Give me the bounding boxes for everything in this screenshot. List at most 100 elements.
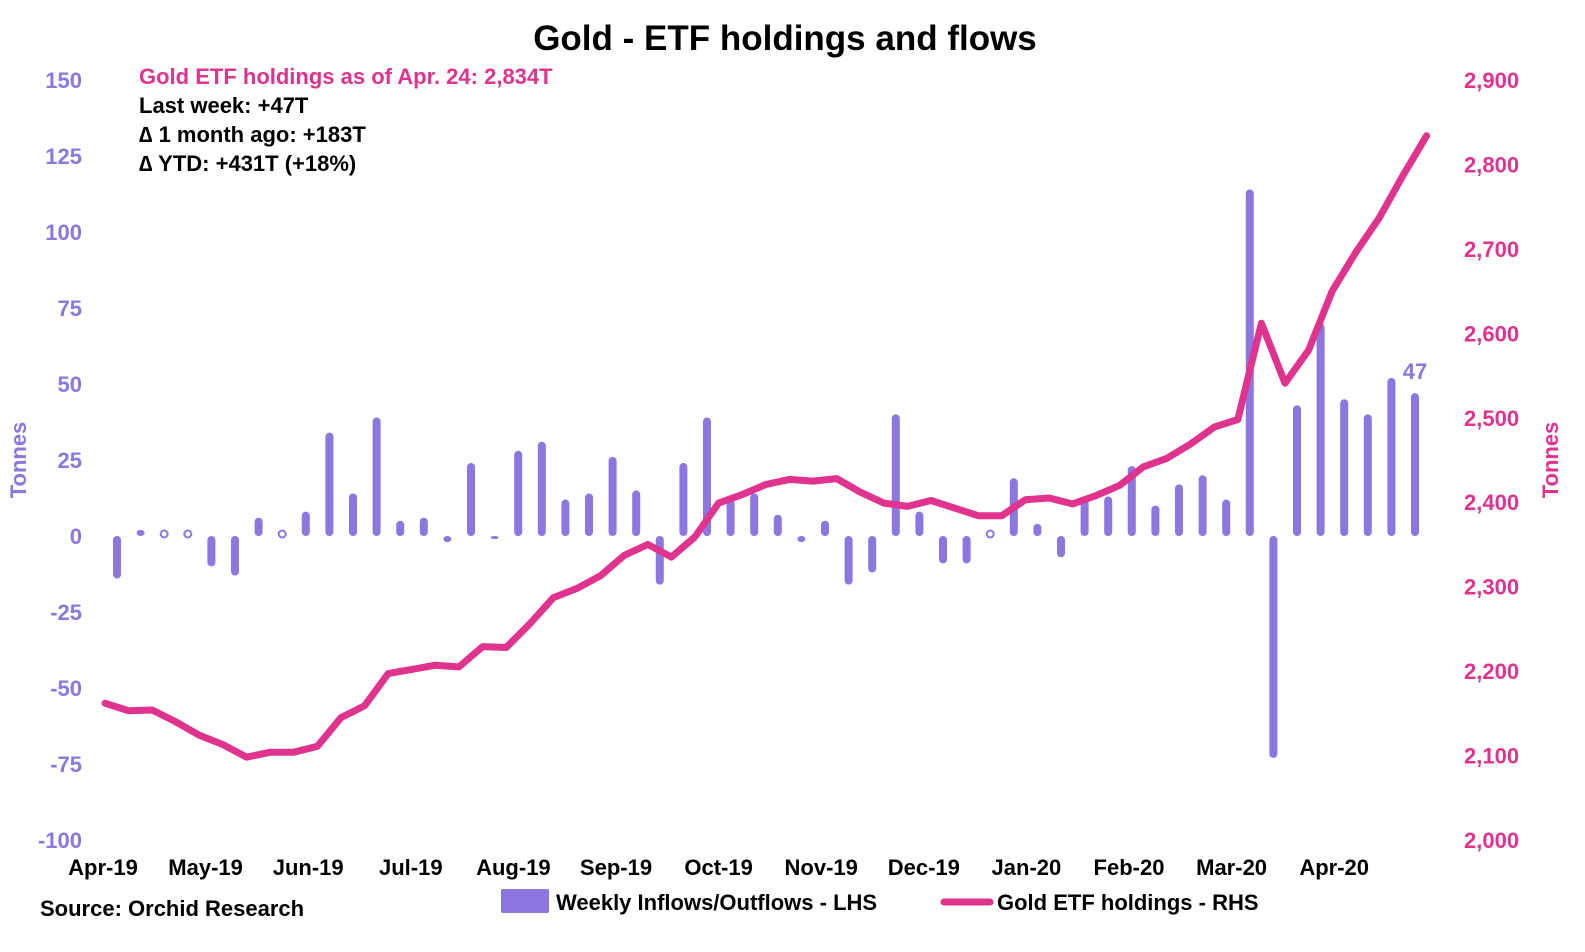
bar <box>1316 323 1325 536</box>
legend: Weekly Inflows/Outflows - LHS Gold ETF h… <box>501 889 1259 915</box>
right-axis-title: Tonnes <box>1538 422 1563 499</box>
right-axis: 2,900 2,800 2,700 2,600 2,500 2,400 2,300 2,200… <box>1464 68 1519 853</box>
source-note: Source: Orchid Research <box>40 896 304 921</box>
legend-swatch-bars <box>501 889 549 913</box>
bar <box>1057 536 1065 558</box>
bar <box>1033 523 1042 536</box>
bar <box>679 463 688 536</box>
left-tick-label: 0 <box>70 524 82 549</box>
chart-title: Gold - ETF holdings and flows <box>533 19 1037 58</box>
bar <box>1175 484 1183 536</box>
right-tick-label: 2,600 <box>1464 321 1519 346</box>
right-tick-label: 2,900 <box>1464 68 1519 93</box>
annotation-1: Last week: +47T <box>139 93 309 118</box>
x-tick-label: Aug-19 <box>476 855 551 880</box>
bar <box>136 529 145 536</box>
bar <box>396 520 405 536</box>
bar <box>443 536 452 543</box>
bar <box>231 536 239 576</box>
left-tick-label: 50 <box>58 372 82 397</box>
bar <box>537 441 546 536</box>
bar <box>1151 505 1160 536</box>
bar <box>585 493 593 536</box>
bar <box>1269 536 1278 758</box>
x-tick-label: Nov-19 <box>785 855 858 880</box>
x-axis: Apr-19 May-19 Jun-19 Jul-19 Aug-19 Sep-19 Oct-… <box>68 855 1369 880</box>
right-tick-label: 2,500 <box>1464 406 1519 431</box>
x-tick-label: Apr-19 <box>68 855 138 880</box>
bar <box>349 493 357 536</box>
bar <box>277 529 287 539</box>
bar <box>372 417 381 536</box>
bar <box>1363 414 1372 536</box>
x-tick-label: Dec-19 <box>888 855 960 880</box>
annotation-0: Gold ETF holdings as of Apr. 24: 2,834T <box>139 64 553 89</box>
bar <box>750 493 759 536</box>
holdings-line <box>101 132 1431 761</box>
legend-label-line: Gold ETF holdings - RHS <box>997 890 1259 915</box>
bar <box>915 511 924 536</box>
x-tick-label: Oct-19 <box>684 855 752 880</box>
left-tick-label: -25 <box>50 600 82 625</box>
left-tick-label: 125 <box>45 144 82 169</box>
bar <box>773 514 782 536</box>
x-tick-label: May-19 <box>168 855 243 880</box>
bar <box>1387 377 1396 536</box>
bar <box>254 517 263 536</box>
bar <box>1198 475 1207 536</box>
bar <box>1222 499 1231 536</box>
bar <box>183 529 193 539</box>
bar <box>962 536 971 564</box>
right-tick-label: 2,100 <box>1464 744 1519 769</box>
left-tick-label: -75 <box>50 752 82 777</box>
bar <box>821 520 829 536</box>
x-tick-label: Apr-20 <box>1299 855 1369 880</box>
bar <box>1340 399 1349 536</box>
bar <box>159 529 169 539</box>
left-tick-label: 150 <box>45 68 82 93</box>
bar <box>632 490 641 536</box>
annotation-3: ∆ YTD: +431T (+18%) <box>139 151 356 176</box>
left-tick-label: 25 <box>58 448 82 473</box>
bar <box>868 536 877 573</box>
bar <box>939 536 947 564</box>
right-tick-label: 2,400 <box>1464 490 1519 515</box>
x-tick-label: Jun-19 <box>273 855 344 880</box>
left-tick-label: -100 <box>38 828 82 853</box>
bar <box>726 499 735 536</box>
left-axis-title: Tonnes <box>6 422 31 499</box>
x-tick-label: Feb-20 <box>1094 855 1165 880</box>
bar <box>844 536 853 585</box>
bar <box>514 450 523 536</box>
right-tick-label: 2,200 <box>1464 659 1519 684</box>
right-tick-label: 2,800 <box>1464 152 1519 177</box>
x-tick-label: Mar-20 <box>1196 855 1267 880</box>
right-tick-label: 2,000 <box>1464 828 1519 853</box>
annotation-2: ∆ 1 month ago: +183T <box>139 122 366 147</box>
bar <box>985 529 995 539</box>
x-tick-label: Sep-19 <box>580 855 652 880</box>
bar <box>113 536 121 579</box>
bar <box>608 456 617 536</box>
bar <box>419 517 428 536</box>
bar <box>655 536 664 585</box>
bar <box>325 432 334 536</box>
bar <box>891 414 900 536</box>
bar <box>467 463 475 536</box>
left-tick-label: 75 <box>58 296 82 321</box>
bar <box>1411 393 1419 536</box>
bar <box>1293 405 1301 536</box>
x-tick-label: Jul-19 <box>379 855 443 880</box>
bar <box>1104 496 1113 536</box>
left-tick-label: 100 <box>45 220 82 245</box>
x-tick-label: Jan-20 <box>992 855 1062 880</box>
left-tick-label: -50 <box>50 676 82 701</box>
bar <box>797 536 806 543</box>
legend-label-bars: Weekly Inflows/Outflows - LHS <box>556 890 877 915</box>
left-axis: 150 125 100 75 50 25 0 -25 -50 -75 -100 <box>38 68 82 853</box>
bar <box>490 536 499 540</box>
right-tick-label: 2,700 <box>1464 237 1519 262</box>
annotations: Gold ETF holdings as of Apr. 24: 2,834T L… <box>139 64 553 176</box>
bar <box>207 536 216 567</box>
